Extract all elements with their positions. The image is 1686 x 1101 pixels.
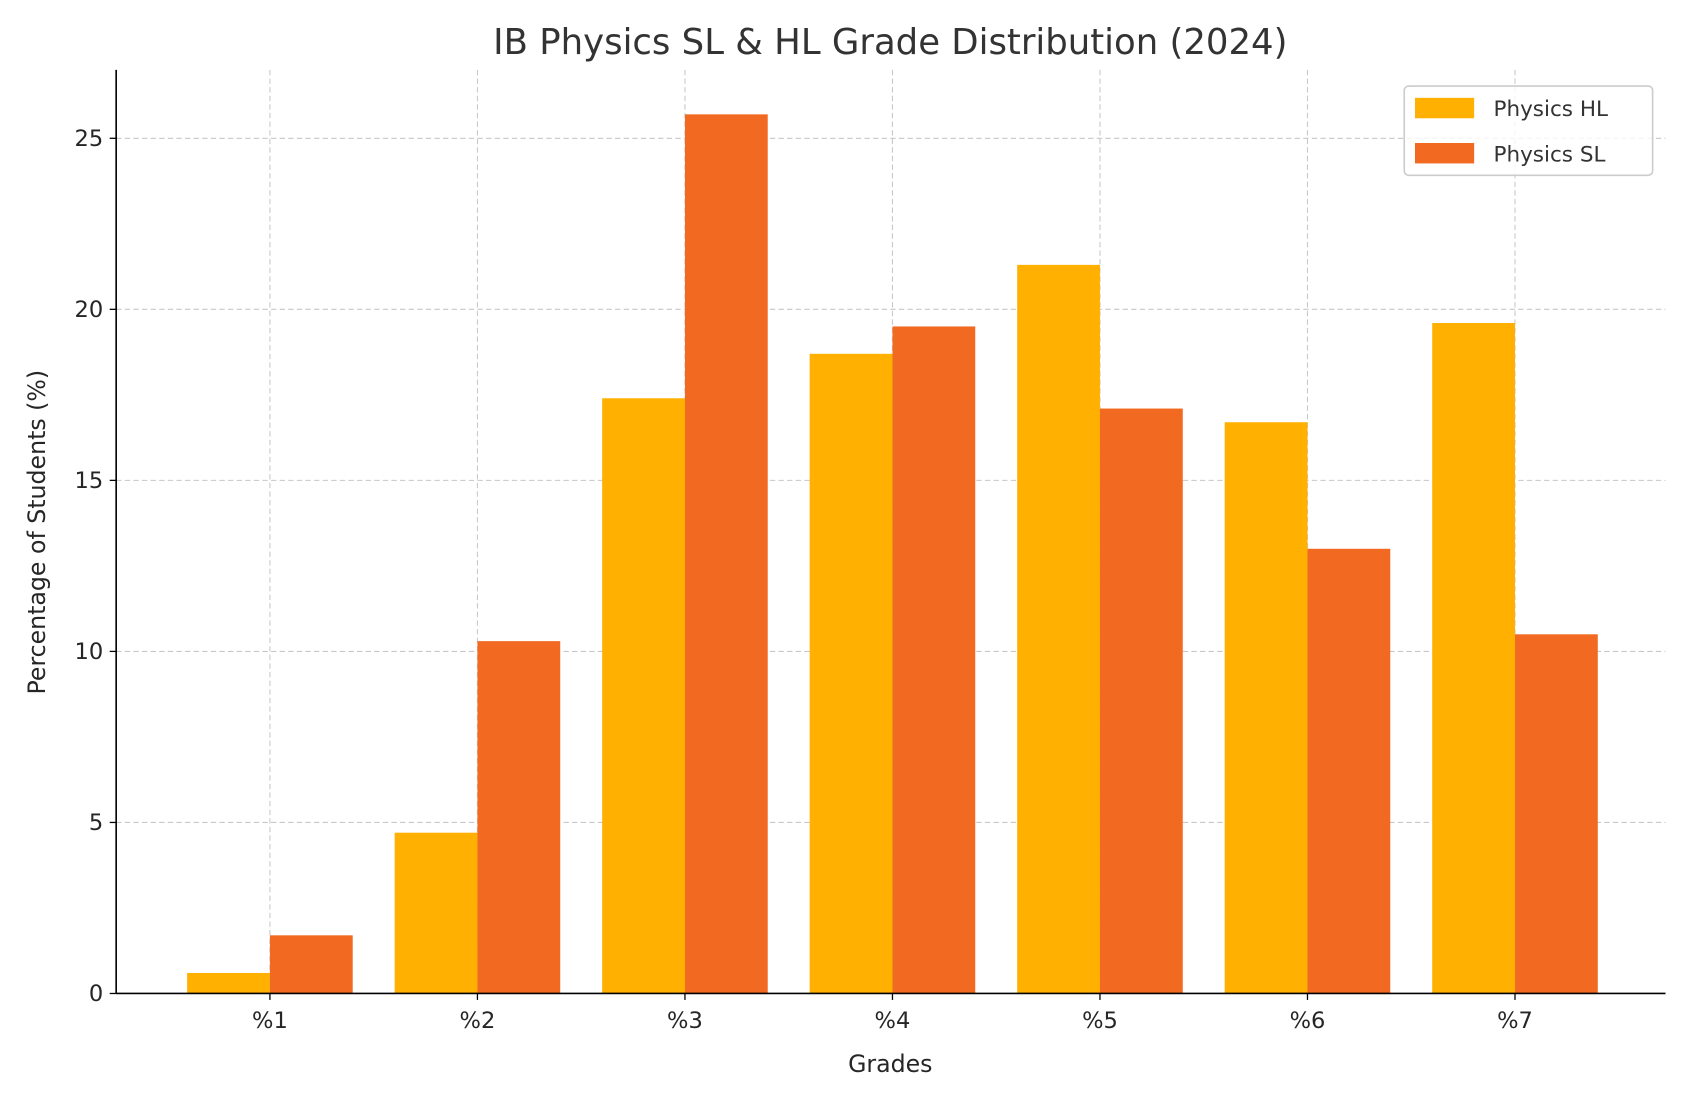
- y-tick-label: 0: [89, 981, 103, 1007]
- x-tick-label: %2: [460, 1008, 496, 1034]
- x-axis-label: Grades: [848, 1050, 932, 1078]
- y-tick-label: 20: [75, 297, 104, 323]
- x-tick-label: %3: [667, 1008, 703, 1034]
- bar-sl: [269, 935, 353, 994]
- y-tick-label: 5: [89, 810, 103, 836]
- x-tick-label: %7: [1497, 1008, 1533, 1034]
- bar-hl: [602, 398, 685, 994]
- bar-sl: [892, 326, 976, 994]
- bar-sl: [1307, 548, 1391, 994]
- bar-hl: [1224, 422, 1308, 994]
- bar-hl: [1432, 323, 1515, 994]
- bar-sl: [1514, 634, 1598, 994]
- legend-label-hl: Physics HL: [1493, 97, 1608, 122]
- bars: [187, 114, 1598, 994]
- bar-sl: [684, 114, 768, 994]
- y-axis-label: Percentage of Students (%): [23, 370, 51, 695]
- chart-title: IB Physics SL & HL Grade Distribution (2…: [493, 22, 1287, 63]
- bar-sl: [1099, 408, 1183, 994]
- legend-swatch-sl: [1415, 143, 1475, 164]
- bar-sl: [477, 641, 561, 994]
- axes: 0 5 10 15 20 25 %1 %2 %3 %4 %5 %6 %7: [75, 69, 1666, 1034]
- y-tick-label: 25: [75, 126, 104, 152]
- bar-hl: [1017, 264, 1100, 994]
- legend-swatch-hl: [1415, 97, 1475, 119]
- bar-hl: [809, 353, 893, 994]
- legend-label-sl: Physics SL: [1493, 142, 1605, 167]
- x-tick-label: %5: [1082, 1008, 1118, 1034]
- legend: Physics HL Physics SL: [1403, 85, 1654, 177]
- x-tick-label: %4: [875, 1008, 911, 1034]
- x-tick-label: %1: [252, 1008, 288, 1034]
- y-tick-label: 10: [75, 639, 104, 665]
- y-tick-label: 15: [75, 468, 104, 494]
- bar-hl: [394, 832, 478, 994]
- bar-hl: [187, 972, 270, 994]
- x-tick-label: %6: [1290, 1008, 1326, 1034]
